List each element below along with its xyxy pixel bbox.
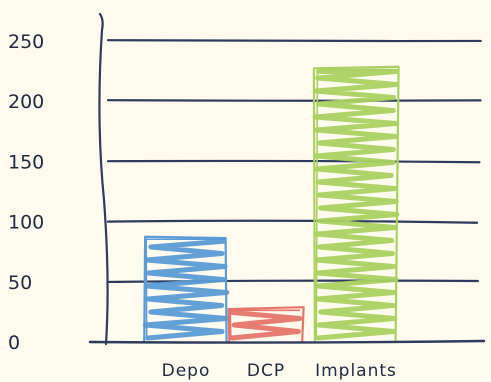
bar-outline-sketch <box>229 309 301 341</box>
y-tick-label: 50 <box>8 272 32 294</box>
bar-outline-sketch <box>145 238 226 341</box>
y-tick-label: 0 <box>8 332 20 354</box>
x-axis-line <box>88 339 486 344</box>
gridline <box>106 99 482 102</box>
x-tick-label: Depo <box>162 361 211 381</box>
y-tick-label: 200 <box>8 91 44 113</box>
gridline <box>106 39 482 43</box>
y-tick-label: 150 <box>8 151 44 173</box>
bar-hatch <box>312 68 400 341</box>
x-tick-label: Implants <box>315 361 397 381</box>
bar-dcp <box>227 306 305 344</box>
gridline <box>106 279 479 284</box>
labels-layer: 0 50 100 150 200 250 Depo DCP Implants <box>8 31 397 381</box>
bar-outline-sketch <box>315 68 396 341</box>
x-tick-label: DCP <box>247 361 285 381</box>
bar-implants <box>312 65 400 344</box>
grid-layer <box>106 39 482 284</box>
bar-hatch <box>142 238 230 341</box>
gridline <box>106 219 479 224</box>
y-tick-label: 250 <box>8 31 44 53</box>
bar-depo <box>142 235 230 344</box>
y-tick-label: 100 <box>8 212 44 234</box>
bars-layer <box>142 65 400 344</box>
bar-outline <box>143 235 228 344</box>
bar-outline <box>227 306 305 344</box>
bar-outline <box>312 65 400 344</box>
axis-layer <box>88 12 486 346</box>
bar-hatch <box>227 309 303 341</box>
gridline <box>106 159 481 164</box>
y-axis-line <box>98 12 109 346</box>
